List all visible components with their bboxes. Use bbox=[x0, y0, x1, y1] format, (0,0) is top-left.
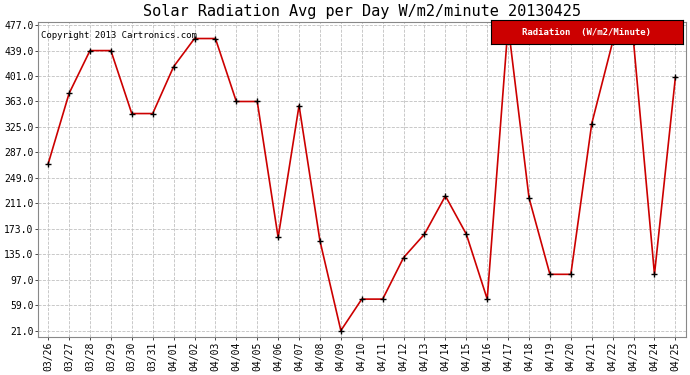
Title: Solar Radiation Avg per Day W/m2/minute 20130425: Solar Radiation Avg per Day W/m2/minute … bbox=[143, 4, 581, 19]
Text: Copyright 2013 Cartronics.com: Copyright 2013 Cartronics.com bbox=[41, 31, 197, 40]
